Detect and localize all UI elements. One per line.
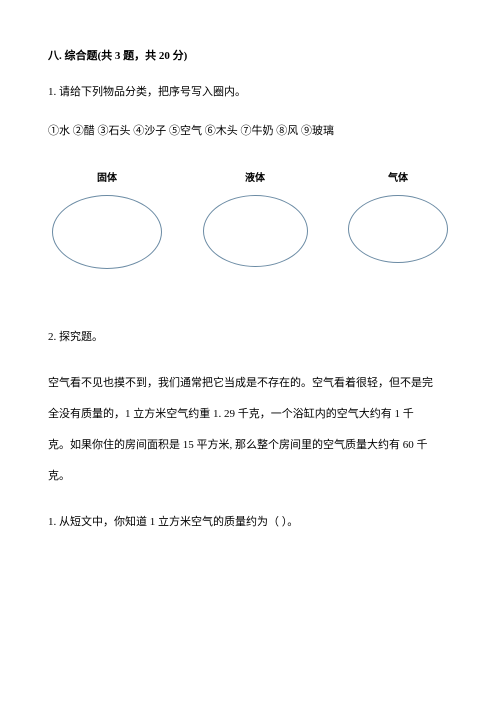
- circles-container: 固体 液体 气体: [48, 171, 452, 269]
- circle-group-solid: 固体: [52, 171, 162, 269]
- q1-items: ①水 ②醋 ③石头 ④沙子 ⑤空气 ⑥木头 ⑦牛奶 ⑧风 ⑨玻璃: [48, 123, 452, 141]
- circle-group-liquid: 液体: [203, 171, 308, 267]
- label-gas: 气体: [388, 171, 408, 187]
- passage-line-3: 克。如果你住的房间面积是 15 平方米, 那么整个房间里的空气质量大约有 60 …: [48, 430, 452, 461]
- ellipse-gas: [348, 195, 448, 263]
- passage-line-4: 克。: [48, 461, 452, 492]
- circle-group-gas: 气体: [348, 171, 448, 263]
- q1-prompt: 1. 请给下列物品分类，把序号写入圈内。: [48, 84, 452, 102]
- ellipse-liquid: [203, 195, 308, 267]
- passage-line-1: 空气看不见也摸不到，我们通常把它当成是不存在的。空气看着很轻，但不是完: [48, 368, 452, 399]
- passage-line-2: 全没有质量的，1 立方米空气约重 1. 29 千克，一个浴缸内的空气大约有 1 …: [48, 399, 452, 430]
- q2-sub1: 1. 从短文中，你知道 1 立方米空气的质量约为（ ）。: [48, 514, 452, 532]
- q2-title: 2. 探究题。: [48, 329, 452, 347]
- ellipse-solid: [52, 195, 162, 269]
- label-solid: 固体: [97, 171, 117, 187]
- section-heading: 八. 综合题(共 3 题，共 20 分): [48, 48, 452, 66]
- label-liquid: 液体: [245, 171, 265, 187]
